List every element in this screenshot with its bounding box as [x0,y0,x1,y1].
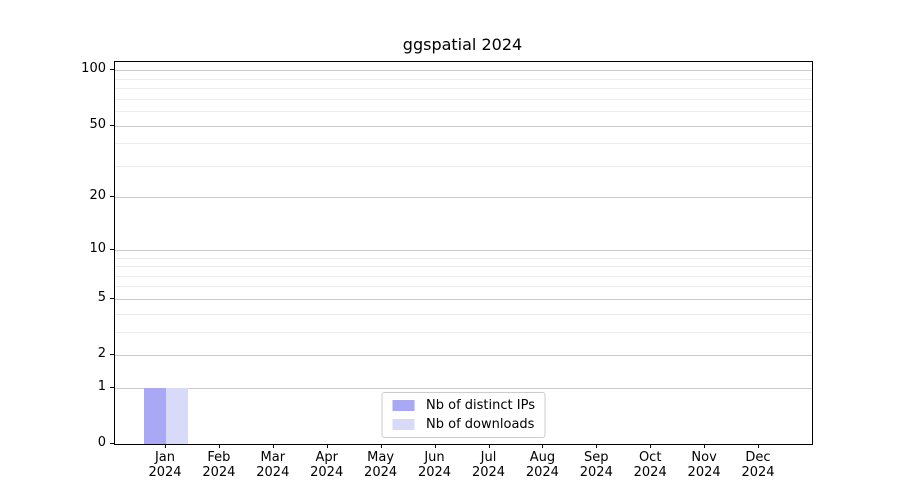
major-gridline [115,197,812,199]
minor-gridline [115,165,812,167]
y-tick-label: 0 [97,435,106,450]
x-tick-label: Oct 2024 [633,450,667,480]
y-tick-mark [110,354,114,355]
x-tick-mark [380,444,382,448]
x-tick-mark [218,444,220,448]
legend-swatch [392,400,415,411]
bar-nb-of-downloads [166,387,188,444]
y-tick-mark [110,124,114,126]
plot-area: Nb of distinct IPs Nb of downloads [114,61,813,445]
bar-nb-of-distinct-ips [144,387,166,444]
minor-gridline [115,78,812,80]
x-tick-label: Jun 2024 [417,450,452,480]
minor-gridline [115,266,812,267]
y-tick-mark [110,196,114,198]
x-tick-mark [542,444,544,448]
x-tick-label: May 2024 [364,450,398,480]
y-tick-label: 2 [97,346,106,361]
x-tick-mark [165,444,166,448]
minor-gridline [115,88,812,89]
y-tick-mark [110,386,114,388]
minor-gridline [115,143,812,145]
major-gridline [115,70,812,72]
minor-gridline [115,313,812,315]
y-tick-mark [110,69,114,71]
x-tick-mark [434,444,436,448]
y-tick-label: 5 [97,289,106,305]
x-tick-mark [650,444,652,448]
x-tick-label: Sep 2024 [579,450,613,480]
legend-swatch [392,419,415,430]
chart-title: ggspatial 2024 [402,35,523,54]
legend-item: Nb of downloads [392,417,535,432]
major-gridline [115,355,812,356]
major-gridline [115,125,812,127]
x-tick-label: Jan 2024 [148,450,182,480]
legend-item: Nb of distinct IPs [392,398,535,413]
x-tick-label: Jul 2024 [471,450,506,480]
x-tick-mark [488,444,490,448]
x-tick-label: Feb 2024 [202,450,236,480]
x-tick-mark [272,444,274,448]
major-gridline [115,249,812,251]
y-tick-mark [110,248,114,250]
x-tick-label: Mar 2024 [256,450,290,480]
y-tick-label: 10 [89,240,106,256]
x-tick-mark [758,444,759,448]
y-tick-label: 20 [89,188,106,204]
x-tick-label: Nov 2024 [687,450,721,480]
minor-gridline [115,111,812,112]
y-tick-label: 100 [81,61,106,77]
x-tick-mark [704,444,706,448]
y-tick-mark [110,443,114,444]
x-tick-label: Apr 2024 [310,450,344,480]
minor-gridline [115,331,812,333]
legend-label: Nb of distinct IPs [426,398,535,413]
y-tick-mark [110,297,114,299]
legend-label: Nb of downloads [426,417,535,432]
major-gridline [115,298,812,300]
minor-gridline [115,257,812,259]
x-tick-label: Dec 2024 [741,450,775,480]
y-tick-label: 1 [97,378,106,394]
x-tick-mark [326,444,328,448]
minor-gridline [115,98,812,100]
minor-gridline [115,286,812,288]
x-tick-label: Aug 2024 [525,450,559,480]
major-gridline [115,387,812,389]
minor-gridline [115,275,812,277]
x-tick-mark [596,444,598,448]
y-tick-label: 50 [89,116,106,132]
legend: Nb of distinct IPs Nb of downloads [381,392,546,438]
